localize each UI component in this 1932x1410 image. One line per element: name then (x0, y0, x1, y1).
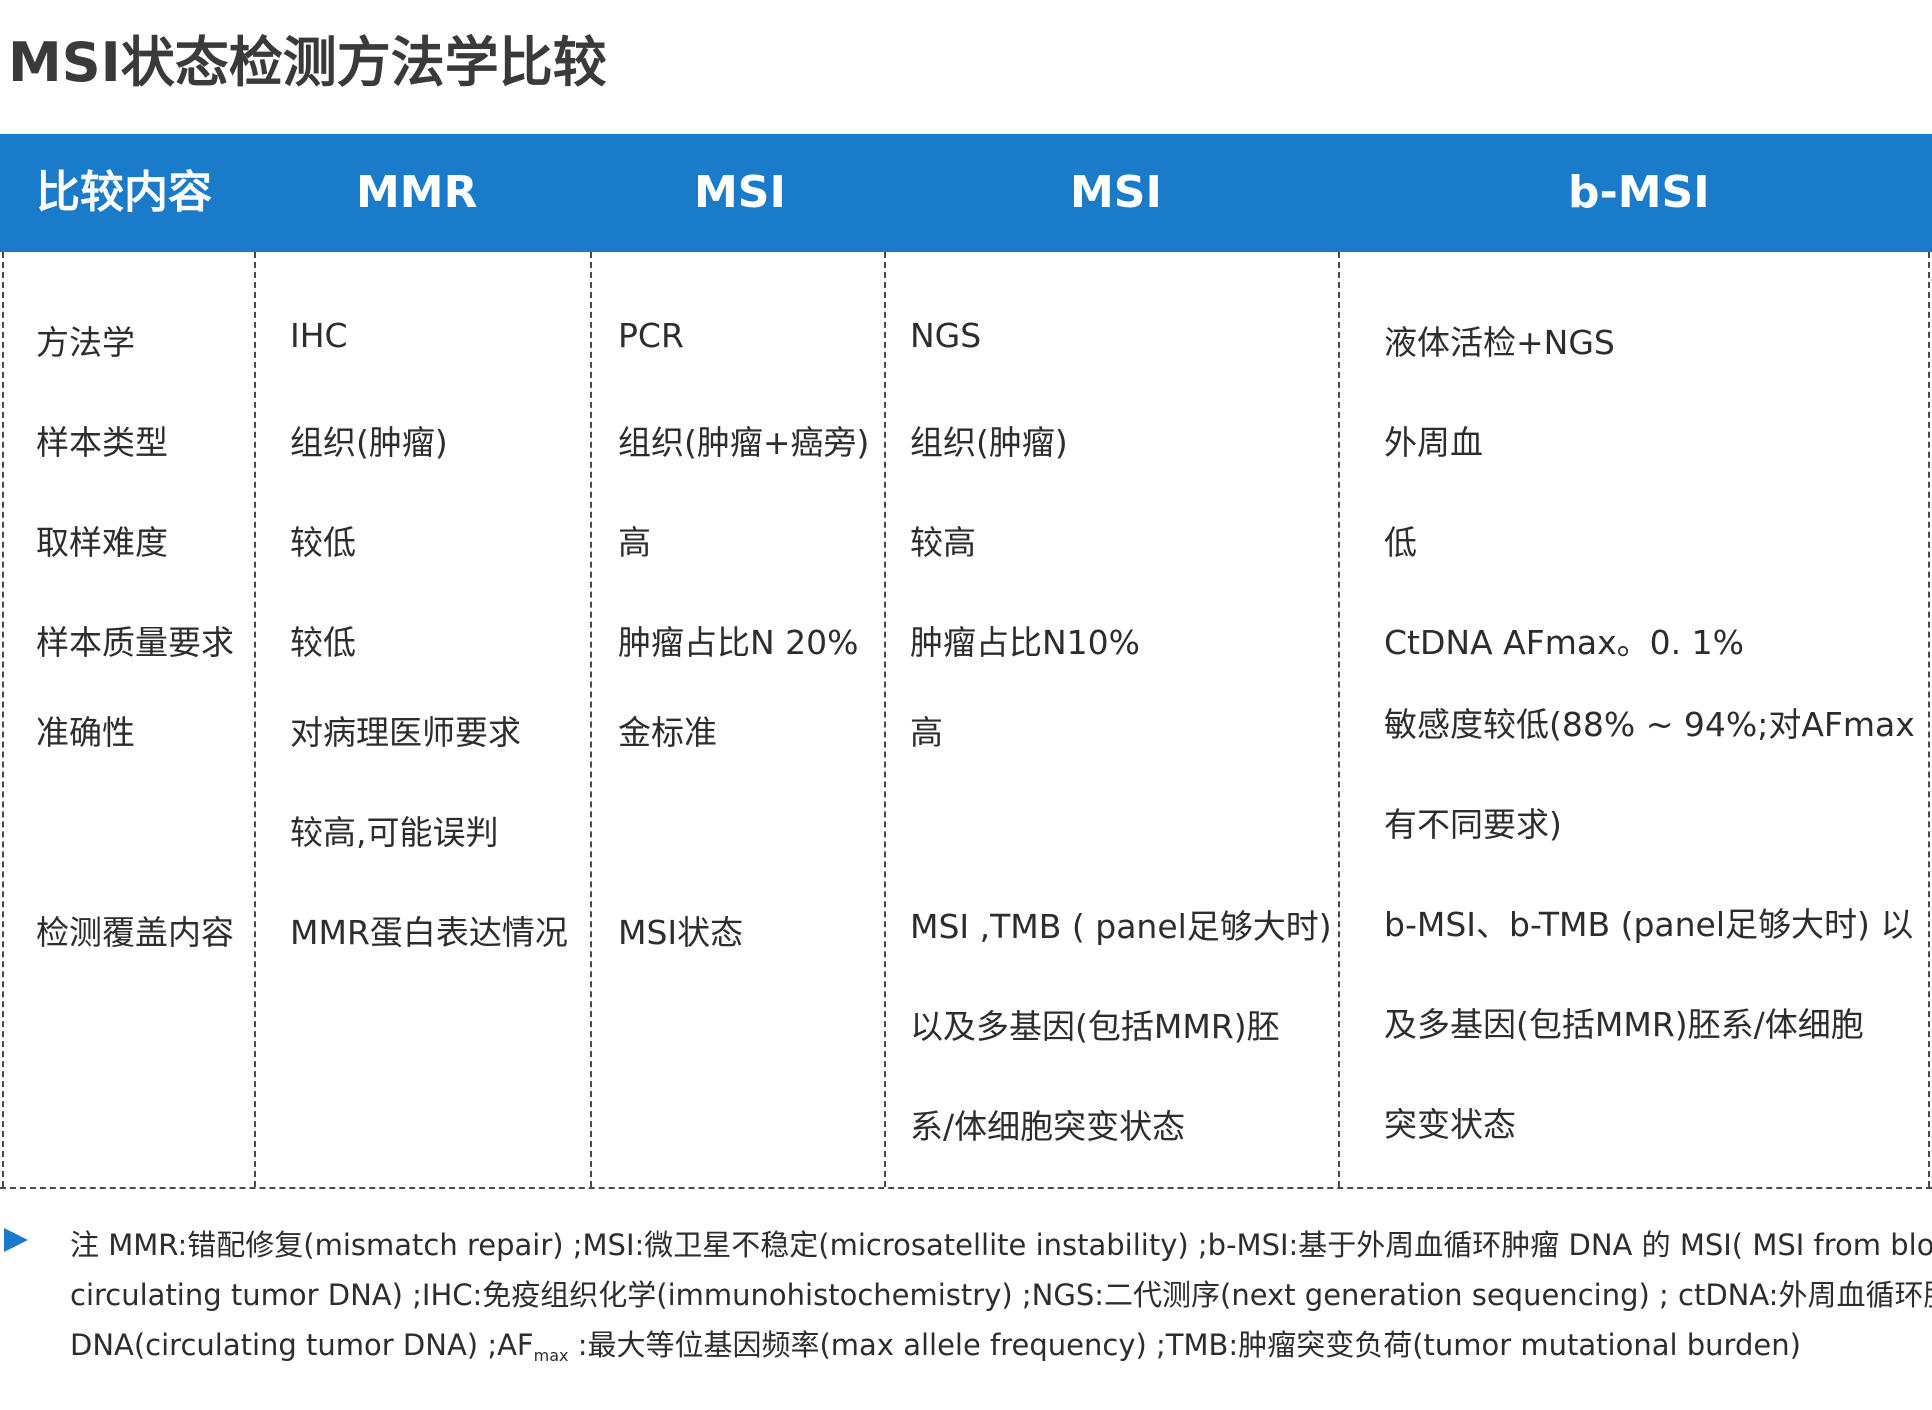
table-cell: 金标准 (618, 713, 717, 752)
table-cell: 方法学 (36, 323, 135, 362)
divider (590, 252, 592, 1187)
table-cell: CtDNA AFmax。0. 1% (1384, 623, 1744, 662)
table-cell: 系/体细胞突变状态 (910, 1107, 1186, 1146)
table-cell: 较高,可能误判 (290, 813, 499, 852)
note-text: DNA(circulating tumor DNA) ;AF (70, 1328, 534, 1362)
header-msi-ngs: MSI (1070, 167, 1162, 218)
divider (1338, 252, 1340, 1187)
table-cell: 肿瘤占比N 20% (618, 623, 859, 662)
divider (2, 252, 4, 1187)
divider (0, 1187, 1932, 1189)
table-cell: NGS (910, 316, 982, 355)
table-cell: 液体活检+NGS (1384, 323, 1615, 362)
table-cell: 较高 (910, 523, 976, 562)
table-cell: 较低 (290, 523, 356, 562)
table-cell: 外周血 (1384, 423, 1483, 462)
table-cell: MMR蛋白表达情况 (290, 913, 568, 952)
divider (254, 252, 256, 1187)
table-cell: 以及多基因(包括MMR)胚 (910, 1007, 1280, 1046)
note-line: DNA(circulating tumor DNA) ;AFmax :最大等位基… (70, 1322, 1801, 1365)
table-cell: 肿瘤占比N10% (910, 623, 1141, 662)
page-title: MSI状态检测方法学比较 (8, 31, 607, 94)
header-b-msi: b-MSI (1568, 167, 1710, 218)
table-cell: 组织(肿瘤) (910, 423, 1068, 462)
table-cell: 敏感度较低(88% ~ 94%;对AFmax (1384, 705, 1915, 744)
table-cell: 样本质量要求 (36, 623, 234, 662)
note-line: circulating tumor DNA) ;IHC:免疫组织化学(immun… (70, 1278, 1932, 1312)
table-header: 比较内容 MMR MSI MSI b-MSI (0, 134, 1932, 252)
table-cell: 准确性 (36, 713, 135, 752)
table-cell: 突变状态 (1384, 1105, 1516, 1144)
table-cell: PCR (618, 316, 684, 355)
table-cell: 高 (618, 523, 651, 562)
table-cell: 组织(肿瘤) (290, 423, 448, 462)
table-cell: 高 (910, 713, 943, 752)
note-text: :最大等位基因频率(max allele frequency) ;TMB:肿瘤突… (568, 1328, 1801, 1362)
table-cell: IHC (290, 316, 348, 355)
comparison-table: 方法学 IHC PCR NGS 液体活检+NGS 样本类型 组织(肿瘤) 组织(… (0, 252, 1932, 1189)
table-cell: 对病理医师要求 (290, 713, 521, 752)
header-comparison: 比较内容 (36, 167, 212, 218)
table-cell: 及多基因(包括MMR)胚系/体细胞 (1384, 1005, 1864, 1044)
table-cell: 取样难度 (36, 523, 168, 562)
table-cell: 较低 (290, 623, 356, 662)
table-cell: 低 (1384, 523, 1417, 562)
header-msi-pcr: MSI (694, 167, 786, 218)
table-cell: MSI ,TMB ( panel足够大时) (910, 907, 1332, 946)
note-arrow-icon (4, 1228, 28, 1252)
divider (884, 252, 886, 1187)
note-line: 注 MMR:错配修复(mismatch repair) ;MSI:微卫星不稳定(… (70, 1228, 1932, 1262)
table-cell: b-MSI、b-TMB (panel足够大时) 以 (1384, 905, 1914, 944)
divider (1928, 252, 1930, 1187)
table-cell: 检测覆盖内容 (36, 913, 234, 952)
table-cell: 有不同要求) (1384, 805, 1562, 844)
table-cell: 组织(肿瘤+癌旁) (618, 423, 870, 462)
note-subscript: max (533, 1346, 569, 1365)
table-cell: MSI状态 (618, 913, 744, 952)
header-mmr: MMR (356, 167, 478, 218)
table-cell: 样本类型 (36, 423, 168, 462)
